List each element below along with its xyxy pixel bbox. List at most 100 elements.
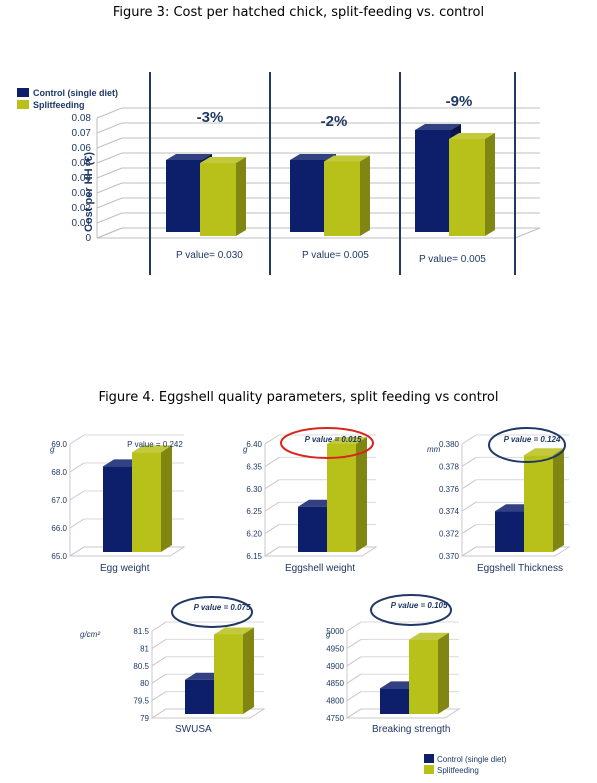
egg_weight-y-tick: 66.0 <box>51 524 67 533</box>
eggshell_weight-y-tick: 6.35 <box>246 462 262 471</box>
cost-y-tick: 0.08 <box>72 113 92 124</box>
eggshell-legend-label: Splitfeeding <box>437 766 479 775</box>
eggshell_weight-unit: g <box>243 445 248 454</box>
eggshell_weight-bar-split <box>327 437 367 552</box>
breaking_strength-y-tick: 4900 <box>326 662 344 671</box>
eggshell_thickness-grid-diag <box>461 479 477 490</box>
breaking_strength-bar-split-front <box>409 639 438 714</box>
breaking_strength-unit: g <box>326 630 331 639</box>
breaking_strength-y-tick: 4750 <box>326 714 344 723</box>
cost-p-value: P value= 0.005 <box>419 254 486 265</box>
cost-bar-control-front <box>415 130 451 232</box>
swusa-grid-diag <box>151 621 167 632</box>
eggshell_weight-grid-diag <box>264 456 280 467</box>
egg_weight-y-tick: 68.0 <box>51 468 67 477</box>
cost-bar-control-top <box>290 154 336 160</box>
eggshell_thickness-grid-diag <box>461 501 477 512</box>
breaking_strength-chart: 4750 4800 4850 4900 4950 5000 Breaking strengt… <box>326 594 461 735</box>
swusa-y-tick: 80.5 <box>133 662 149 671</box>
eggshell_thickness-bar-control-front <box>495 511 524 552</box>
eggshell_thickness-y-tick: 0.370 <box>439 552 460 561</box>
cost-bar-split <box>449 133 495 236</box>
eggshell_thickness-unit: mm <box>427 445 441 454</box>
swusa-bar-split <box>214 627 254 714</box>
swusa-chart: 79 79.5 80 80.5 81 81.5 SWUSA P value = 0.075 g/… <box>80 596 266 735</box>
cost-grid-diag <box>96 212 123 224</box>
swusa-bar-control-front <box>185 679 214 714</box>
breaking_strength-y-tick: 4800 <box>326 697 344 706</box>
eggshell_thickness-grid-diag <box>461 456 477 467</box>
cost-y-tick: 0 <box>85 233 91 244</box>
breaking_strength-grid-diag <box>346 656 362 667</box>
eggshell_thickness-chart: 0.370 0.372 0.374 0.376 0.378 0.380 Eggshell T… <box>427 427 571 574</box>
egg_weight-bar-split-top <box>132 445 172 453</box>
cost-bar-split-top <box>200 157 246 163</box>
cost-bar-split <box>200 157 246 236</box>
eggshell-legend-swatch <box>424 754 434 763</box>
eggshell_thickness-y-tick: 0.378 <box>439 462 460 471</box>
cost-legend-swatch <box>17 100 29 109</box>
cost-bar-split-side <box>360 155 370 236</box>
cost-bar-control-top <box>166 154 212 160</box>
eggshell_thickness-highlight-circle <box>488 427 566 463</box>
cost-diff-label: -3% <box>197 109 224 126</box>
swusa-y-tick: 79.5 <box>133 697 149 706</box>
egg_weight-y-tick: 69.0 <box>51 440 67 449</box>
cost-p-value: P value= 0.030 <box>176 250 243 261</box>
breaking_strength-floor <box>345 708 461 719</box>
eggshell_weight-chart: 6.15 6.20 6.25 6.30 6.35 6.40 Eggshell weight P… <box>243 427 378 574</box>
swusa-p-value: P value = 0.075 <box>194 603 251 612</box>
eggshell_thickness-y-tick: 0.372 <box>439 530 460 539</box>
egg_weight-bar-split-side <box>161 445 172 552</box>
eggshell_weight-grid-diag <box>264 501 280 512</box>
swusa-grid-diag <box>151 673 167 684</box>
egg_weight-chart: 65.0 66.0 67.0 68.0 69.0 Egg weight P value = … <box>50 434 186 574</box>
swusa-unit: g/cm² <box>80 630 100 639</box>
swusa-bar-split-front <box>214 634 243 714</box>
cost-bar-split <box>324 155 370 236</box>
egg_weight-bar-split <box>132 445 172 552</box>
cost-diff-label: -2% <box>321 113 348 130</box>
egg_weight-bar-control-front <box>103 466 132 552</box>
egg_weight-x-label: Egg weight <box>100 563 150 574</box>
cost-legend-label: Control (single diet) <box>33 88 118 98</box>
breaking_strength-p-value: P value = 0.105 <box>391 601 448 610</box>
swusa-y-tick: 81 <box>140 644 149 653</box>
cost-y-tick: 0.07 <box>72 128 92 139</box>
swusa-grid-diag <box>151 656 167 667</box>
swusa-y-tick: 79 <box>140 714 149 723</box>
cost-grid-diag <box>96 167 123 179</box>
eggshell_weight-y-tick: 6.30 <box>246 485 262 494</box>
eggshell_thickness-bar-split <box>524 448 564 552</box>
cost-legend-swatch <box>17 88 29 97</box>
eggshell_weight-x-label: Eggshell weight <box>285 563 355 574</box>
eggshell_thickness-y-tick: 0.380 <box>439 440 460 449</box>
egg_weight-grid-diag <box>69 434 85 445</box>
cost-y-tick: 0.03 <box>72 188 92 199</box>
egg_weight-grid-diag <box>69 462 85 473</box>
eggshell_thickness-bar-split-side <box>553 448 564 552</box>
breaking_strength-bar-split-top <box>409 632 449 640</box>
breaking_strength-grid-diag <box>346 621 362 632</box>
breaking_strength-grid-diag <box>346 691 362 702</box>
cost-chart: 0 0.01 0.02 0.03 0.04 0.05 0.06 0.07 0.08 Cost pe… <box>17 72 541 275</box>
eggshell_thickness-y-tick: 0.376 <box>439 485 460 494</box>
eggshell_weight-bar-control-front <box>298 506 327 552</box>
cost-bar-split-top <box>449 133 495 139</box>
eggshell_weight-grid-diag <box>264 434 280 445</box>
egg_weight-unit: g <box>50 445 55 454</box>
egg_weight-y-tick: 65.0 <box>51 552 67 561</box>
cost-y-tick: 0.01 <box>72 218 92 229</box>
eggshell_weight-y-tick: 6.15 <box>246 552 262 561</box>
eggshell_weight-y-tick: 6.25 <box>246 507 262 516</box>
eggshell_thickness-grid-diag <box>461 524 477 535</box>
eggshell_thickness-grid-diag <box>461 434 477 445</box>
cost-bar-split-front <box>324 161 360 236</box>
cost-bar-control-front <box>290 160 326 232</box>
eggshell-legend-label: Control (single diet) <box>437 755 507 764</box>
cost-y-tick: 0.02 <box>72 203 92 214</box>
eggshell_thickness-bar-split-top <box>524 448 564 456</box>
cost-floor <box>96 227 541 239</box>
cost-y-tick: 0.04 <box>72 173 92 184</box>
cost-grid-diag <box>96 182 123 194</box>
